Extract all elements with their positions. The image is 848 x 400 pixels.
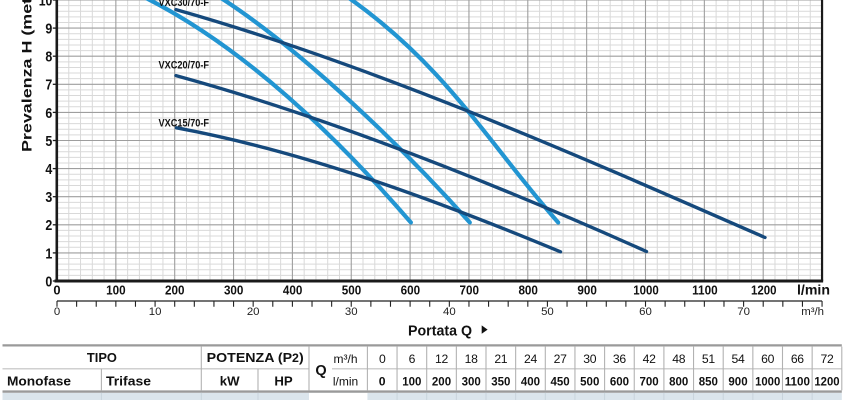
svg-text:400: 400 [521,375,540,389]
svg-text:Q: Q [315,363,326,379]
svg-text:42: 42 [643,352,656,366]
svg-text:600: 600 [401,284,421,298]
svg-text:30: 30 [345,306,358,318]
svg-text:700: 700 [460,284,480,298]
svg-text:HP: HP [274,374,293,389]
svg-text:36: 36 [613,352,626,366]
svg-text:Trifase: Trifase [106,374,151,389]
svg-text:800: 800 [669,375,688,389]
svg-text:VXC15/70-F: VXC15/70-F [159,118,210,130]
svg-text:40: 40 [443,306,456,318]
svg-text:10: 10 [149,306,162,318]
svg-text:POTENZA (P2): POTENZA (P 2) [207,350,304,365]
svg-text:10: 10 [39,0,53,9]
svg-text:72: 72 [820,352,833,366]
svg-text:700: 700 [639,375,658,389]
svg-text:1200: 1200 [751,284,777,298]
svg-text:5: 5 [45,133,52,150]
svg-text:70: 70 [737,306,750,318]
svg-text:8: 8 [45,49,52,66]
svg-text:0: 0 [45,273,52,290]
svg-text:1100: 1100 [692,284,718,298]
svg-text:200: 200 [165,284,185,298]
svg-text:66: 66 [791,352,804,366]
svg-text:1100: 1100 [785,375,810,389]
svg-text:Portata Q: Portata Q [408,323,472,339]
svg-text:VXC20/70-F: VXC20/70-F [159,60,210,72]
svg-text:850: 850 [699,375,718,389]
svg-text:24: 24 [524,352,537,366]
svg-text:500: 500 [580,375,599,389]
svg-text:0: 0 [379,352,386,366]
svg-text:900: 900 [577,284,597,298]
svg-text:900: 900 [728,375,747,389]
svg-text:kW: kW [220,374,240,389]
svg-text:1200: 1200 [814,375,839,389]
svg-text:1000: 1000 [755,375,780,389]
svg-text:30: 30 [583,352,596,366]
svg-text:m³/h: m³/h [801,306,824,318]
svg-text:400: 400 [283,284,303,298]
svg-text:TIPO: TIPO [87,350,117,365]
svg-text:6: 6 [45,105,52,122]
svg-text:2: 2 [45,217,52,234]
svg-text:Monofase: Monofase [7,374,71,389]
svg-text:1: 1 [45,245,52,262]
svg-text:VXC30/70-F: VXC30/70-F [159,0,210,9]
svg-text:0: 0 [379,375,386,389]
svg-text:48: 48 [672,352,685,366]
svg-text:4: 4 [45,161,52,178]
svg-text:18: 18 [465,352,478,366]
svg-text:100: 100 [106,284,126,298]
svg-text:600: 600 [610,375,629,389]
svg-text:51: 51 [702,352,715,366]
svg-text:9: 9 [45,21,52,38]
svg-text:54: 54 [732,352,745,366]
svg-text:6: 6 [409,352,416,366]
svg-text:200: 200 [432,375,451,389]
svg-text:1000: 1000 [633,284,659,298]
svg-text:0: 0 [54,306,60,318]
svg-text:60: 60 [639,306,652,318]
svg-text:3: 3 [45,189,52,206]
svg-text:27: 27 [554,352,567,366]
svg-text:800: 800 [518,284,538,298]
svg-text:100: 100 [402,375,421,389]
svg-text:Prevalenza H (metri): Prevalenza H (metri) [20,0,35,152]
svg-text:20: 20 [247,306,260,318]
svg-text:50: 50 [541,306,554,318]
svg-text:300: 300 [224,284,244,298]
svg-text:l/min: l/min [333,375,358,389]
svg-text:21: 21 [494,352,507,366]
svg-text:l/min: l/min [797,283,830,298]
svg-text:m³/h: m³/h [334,352,358,366]
svg-text:300: 300 [462,375,481,389]
svg-text:450: 450 [551,375,570,389]
svg-text:7: 7 [45,77,52,94]
svg-text:0: 0 [53,284,60,298]
svg-text:60: 60 [761,352,774,366]
svg-text:350: 350 [491,375,510,389]
svg-text:12: 12 [435,352,448,366]
svg-text:500: 500 [342,284,362,298]
